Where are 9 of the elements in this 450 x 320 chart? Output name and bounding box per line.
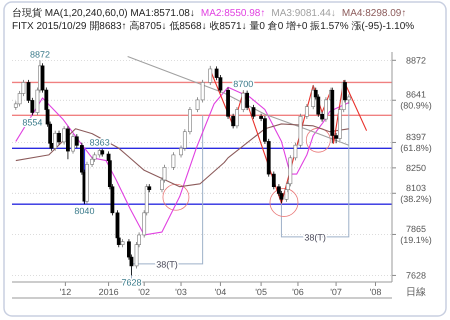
annotation: 8363 — [90, 137, 110, 148]
annotation: 8872 — [30, 49, 50, 60]
annotation: 38(T) — [304, 232, 326, 242]
annotation: 日線 — [406, 287, 426, 298]
annotation: 8040 — [74, 206, 94, 216]
annotation: 7628 — [121, 277, 142, 288]
title: 台現貨 MA(1,20,240,60,0) MA1:8571.08↓ — [12, 8, 195, 19]
annotation: 38(T) — [156, 259, 178, 270]
subtitle: FITX 2015/10/29 開8683↑ 高8705↓ 低8568↓ 收8571↓ 量0 倉0 增+0 振1.57% 漲(-95)-1.10% — [12, 21, 414, 32]
